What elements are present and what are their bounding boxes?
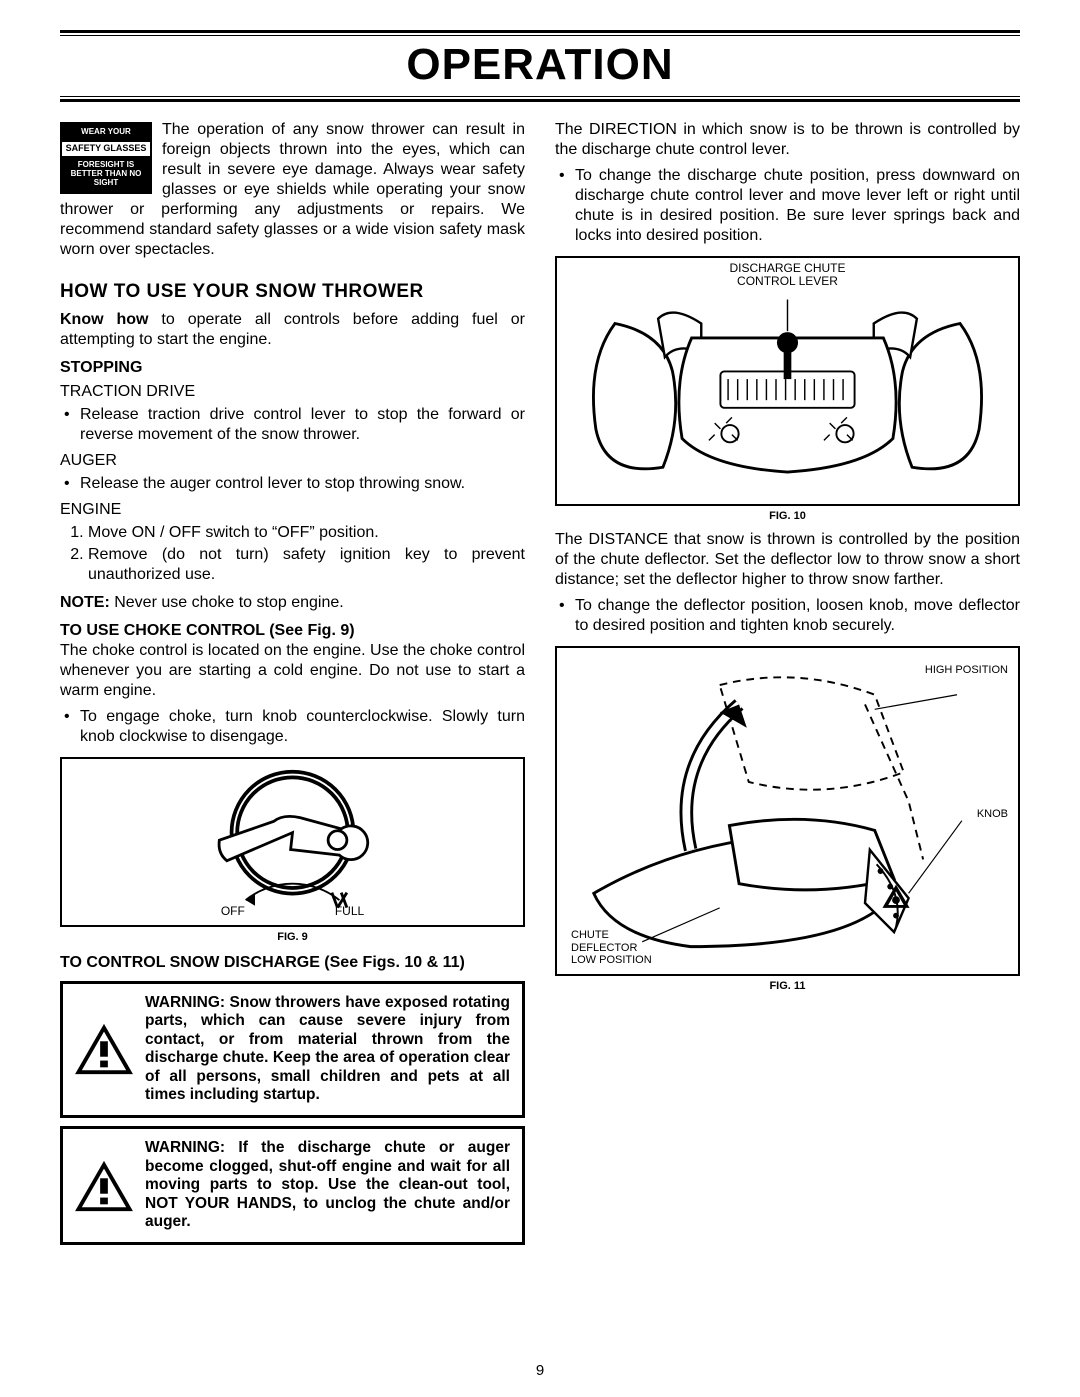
fig11-caption: FIG. 11	[555, 980, 1020, 994]
engine-step-2: Remove (do not turn) safety ignition key…	[88, 545, 525, 585]
control-panel-illustration	[565, 266, 1010, 496]
page-title: OPERATION	[60, 36, 1020, 96]
direction-bullets: To change the discharge chute position, …	[555, 166, 1020, 246]
fig10-label-line1: DISCHARGE CHUTE	[729, 261, 845, 275]
direction-bullet: To change the discharge chute position, …	[575, 166, 1020, 246]
fig11-low-line3: LOW POSITION	[571, 954, 652, 966]
choke-bullets: To engage choke, turn knob counterclockw…	[60, 707, 525, 747]
fig11-low-line2: DEFLECTOR	[571, 942, 637, 954]
figure-9-box: OFF FULL	[60, 757, 525, 927]
bottom-rule-thin	[60, 96, 1020, 97]
how-to-use-heading: HOW TO USE YOUR SNOW THROWER	[60, 280, 525, 304]
knowhow-bold: Know how	[60, 311, 148, 328]
warning-icon	[73, 1022, 135, 1076]
fig9-full-label: FULL	[335, 904, 364, 919]
note-rest: Never use choke to stop engine.	[110, 594, 344, 611]
distance-paragraph: The DISTANCE that snow is thrown is cont…	[555, 530, 1020, 590]
badge-line3: FORESIGHT IS BETTER THAN NO SIGHT	[62, 161, 150, 187]
fig11-high-label: HIGH POSITION	[925, 664, 1008, 676]
bottom-rule-thick	[60, 99, 1020, 102]
fig11-low-line1: CHUTE	[571, 929, 609, 941]
note-paragraph: NOTE: Never use choke to stop engine.	[60, 593, 525, 613]
top-rule-thick	[60, 30, 1020, 33]
engine-steps: Move ON / OFF switch to “OFF” position. …	[60, 523, 525, 585]
two-column-layout: WEAR YOUR SAFETY GLASSES FORESIGHT IS BE…	[60, 120, 1020, 1253]
auger-label: AUGER	[60, 451, 525, 471]
fig9-labels: OFF FULL	[62, 904, 523, 919]
warning-2-text: WARNING: If the discharge chute or auger…	[145, 1139, 510, 1232]
figure-11-box: HIGH POSITION KNOB CHUTE DEFLECTOR LOW P…	[555, 646, 1020, 976]
fig9-off-label: OFF	[221, 904, 245, 919]
engine-label: ENGINE	[60, 500, 525, 520]
distance-bullets: To change the deflector position, loosen…	[555, 596, 1020, 636]
auger-bullets: Release the auger control lever to stop …	[60, 474, 525, 494]
direction-paragraph: The DIRECTION in which snow is to be thr…	[555, 120, 1020, 160]
traction-bullet: Release traction drive control lever to …	[80, 405, 525, 445]
fig10-caption: FIG. 10	[555, 510, 1020, 524]
warning-box-1: WARNING: Snow throwers have exposed rota…	[60, 981, 525, 1119]
choke-paragraph: The choke control is located on the engi…	[60, 641, 525, 701]
distance-bullet: To change the deflector position, loosen…	[575, 596, 1020, 636]
warning-box-2: WARNING: If the discharge chute or auger…	[60, 1126, 525, 1245]
left-column: WEAR YOUR SAFETY GLASSES FORESIGHT IS BE…	[60, 120, 525, 1253]
fig10-callout: DISCHARGE CHUTE CONTROL LEVER	[557, 262, 1018, 288]
stopping-heading: STOPPING	[60, 358, 525, 378]
discharge-heading: TO CONTROL SNOW DISCHARGE (See Figs. 10 …	[60, 953, 525, 973]
traction-drive-label: TRACTION DRIVE	[60, 382, 525, 402]
fig9-caption: FIG. 9	[60, 931, 525, 945]
traction-bullets: Release traction drive control lever to …	[60, 405, 525, 445]
badge-line2: SAFETY GLASSES	[62, 142, 150, 156]
badge-line1: WEAR YOUR	[62, 128, 150, 137]
fig10-label-line2: CONTROL LEVER	[737, 274, 838, 288]
choke-bullet: To engage choke, turn knob counterclockw…	[80, 707, 525, 747]
chute-deflector-illustration	[565, 656, 1010, 966]
fig11-low-label: CHUTE DEFLECTOR LOW POSITION	[571, 929, 652, 965]
page-number: 9	[0, 1362, 1080, 1379]
knowhow-paragraph: Know how to operate all controls before …	[60, 310, 525, 350]
warning-icon	[73, 1159, 135, 1213]
right-column: The DIRECTION in which snow is to be thr…	[555, 120, 1020, 1253]
auger-bullet: Release the auger control lever to stop …	[80, 474, 525, 494]
warning-1-text: WARNING: Snow throwers have exposed rota…	[145, 994, 510, 1106]
engine-step-1: Move ON / OFF switch to “OFF” position.	[88, 523, 525, 543]
figure-10-box: DISCHARGE CHUTE CONTROL LEVER	[555, 256, 1020, 506]
choke-knob-illustration	[70, 767, 515, 917]
intro-paragraph: WEAR YOUR SAFETY GLASSES FORESIGHT IS BE…	[60, 120, 525, 260]
fig11-knob-label: KNOB	[977, 808, 1008, 820]
note-bold: NOTE:	[60, 594, 110, 611]
choke-heading: TO USE CHOKE CONTROL (See Fig. 9)	[60, 621, 525, 641]
safety-glasses-badge: WEAR YOUR SAFETY GLASSES FORESIGHT IS BE…	[60, 122, 152, 194]
